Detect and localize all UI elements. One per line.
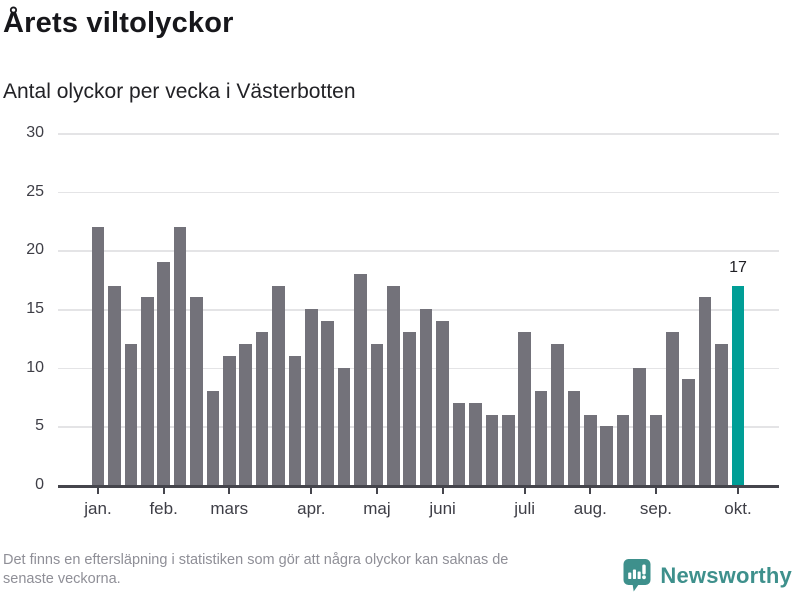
bar bbox=[698, 297, 712, 485]
x-tick-label: juli bbox=[514, 499, 536, 518]
bar bbox=[731, 285, 745, 485]
x-tick-label: okt. bbox=[724, 499, 752, 518]
y-tick-label: 20 bbox=[26, 241, 44, 259]
x-tick bbox=[523, 487, 526, 494]
x-tick-label: mars bbox=[210, 499, 249, 518]
bar bbox=[173, 226, 187, 485]
x-tick bbox=[589, 487, 592, 494]
y-tick-label: 30 bbox=[26, 124, 44, 141]
bar bbox=[419, 309, 433, 485]
gridline bbox=[58, 191, 779, 194]
bar bbox=[370, 344, 384, 485]
bar bbox=[305, 309, 318, 485]
x-tick-label: juni bbox=[429, 499, 456, 518]
gridline bbox=[58, 133, 779, 135]
bar bbox=[551, 344, 564, 485]
chart-subtitle: Antal olyckor per vecka i Västerbotten bbox=[3, 80, 356, 103]
gridline bbox=[58, 367, 779, 370]
bar bbox=[206, 391, 220, 485]
bar bbox=[567, 391, 581, 485]
x-tick-label: feb. bbox=[149, 499, 178, 518]
x-tick-label: maj bbox=[363, 499, 391, 518]
footnote-line: Det finns en eftersläpning i statistiken… bbox=[3, 552, 509, 568]
bar bbox=[239, 344, 252, 485]
bar bbox=[452, 402, 466, 485]
gridline bbox=[58, 250, 779, 252]
bar bbox=[337, 367, 351, 485]
highlight-value-label: 17 bbox=[729, 258, 747, 276]
bar bbox=[633, 367, 646, 485]
bar bbox=[616, 414, 630, 485]
gridline bbox=[58, 426, 779, 428]
bar bbox=[354, 273, 367, 485]
x-tick bbox=[97, 487, 99, 494]
bar bbox=[124, 344, 138, 485]
x-tick-label: aug. bbox=[573, 499, 607, 518]
bar bbox=[272, 285, 285, 485]
bar bbox=[501, 414, 515, 485]
bar bbox=[108, 285, 121, 485]
bar bbox=[682, 379, 696, 485]
bar bbox=[91, 226, 105, 485]
bar bbox=[403, 332, 417, 485]
bar-chart: 0 5 10 15 20 25 30 jan. feb. mars apr. maj juni juli… bbox=[26, 124, 779, 518]
y-tick-label: 0 bbox=[35, 476, 44, 493]
gridline bbox=[58, 309, 779, 311]
bar bbox=[288, 355, 302, 485]
footnote: Det finns en eftersläpning i statistiken… bbox=[3, 551, 508, 589]
x-tick bbox=[654, 487, 657, 494]
footnote-line: senaste veckorna. bbox=[3, 571, 121, 587]
x-tick bbox=[228, 487, 231, 494]
bar bbox=[518, 332, 531, 485]
brand-name: Newsworthy bbox=[660, 562, 792, 588]
bar bbox=[157, 262, 170, 485]
page-title: Årets viltolyckor bbox=[3, 7, 234, 39]
y-tick-label: 15 bbox=[26, 300, 44, 317]
bar bbox=[715, 344, 728, 485]
x-axis-line bbox=[58, 485, 779, 488]
bar bbox=[666, 332, 679, 485]
bar bbox=[222, 355, 236, 485]
speech-bubble-bar-chart-icon bbox=[623, 559, 651, 592]
bar bbox=[600, 426, 613, 485]
bar bbox=[469, 402, 482, 485]
y-tick-label: 10 bbox=[26, 358, 44, 376]
x-tick-label: apr. bbox=[297, 499, 326, 518]
x-tick bbox=[375, 487, 378, 494]
bar bbox=[534, 391, 548, 485]
bar bbox=[255, 332, 269, 485]
bar bbox=[584, 414, 597, 485]
x-tick bbox=[310, 487, 313, 494]
bar bbox=[649, 414, 663, 485]
x-tick-label: sep. bbox=[639, 499, 672, 518]
x-tick bbox=[162, 487, 165, 494]
bar bbox=[140, 297, 154, 485]
x-tick-label: jan. bbox=[84, 499, 112, 518]
bar bbox=[321, 320, 335, 485]
bar bbox=[485, 414, 499, 485]
x-tick bbox=[441, 487, 444, 494]
y-tick-label: 25 bbox=[26, 182, 44, 200]
bar bbox=[190, 297, 203, 485]
newsworthy-logo: Newsworthy bbox=[622, 558, 792, 593]
y-tick-label: 5 bbox=[35, 417, 44, 435]
bar bbox=[387, 285, 400, 485]
bar bbox=[436, 320, 449, 485]
x-tick bbox=[736, 487, 739, 494]
